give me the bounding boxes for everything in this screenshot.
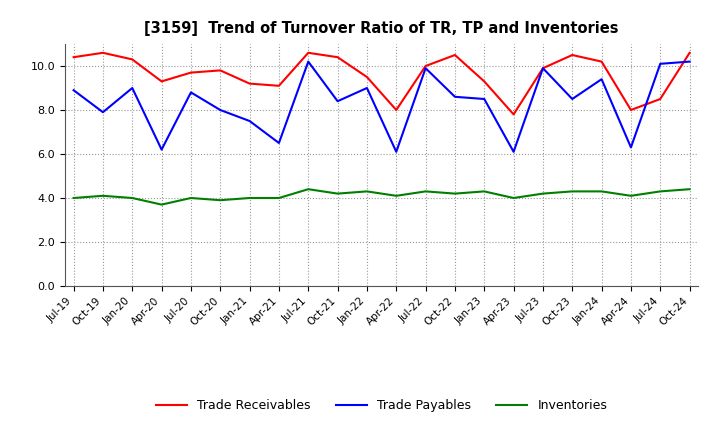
Trade Payables (304, 59, 312, 64)
Trade Payables (568, 96, 577, 102)
Trade Receivables (333, 55, 342, 60)
Trade Payables (685, 59, 694, 64)
Trade Payables (392, 149, 400, 154)
Line: Inventories: Inventories (73, 189, 690, 205)
Inventories (392, 193, 400, 198)
Trade Receivables (598, 59, 606, 64)
Line: Trade Receivables: Trade Receivables (73, 53, 690, 114)
Trade Payables (363, 85, 372, 91)
Trade Payables (216, 107, 225, 113)
Inventories (509, 195, 518, 201)
Trade Receivables (186, 70, 195, 75)
Inventories (598, 189, 606, 194)
Trade Receivables (304, 50, 312, 55)
Trade Receivables (656, 96, 665, 102)
Inventories (333, 191, 342, 196)
Title: [3159]  Trend of Turnover Ratio of TR, TP and Inventories: [3159] Trend of Turnover Ratio of TR, TP… (144, 21, 619, 36)
Trade Payables (274, 140, 283, 146)
Trade Receivables (539, 66, 547, 71)
Trade Payables (157, 147, 166, 152)
Inventories (480, 189, 489, 194)
Inventories (157, 202, 166, 207)
Trade Receivables (421, 63, 430, 69)
Inventories (539, 191, 547, 196)
Legend: Trade Receivables, Trade Payables, Inventories: Trade Receivables, Trade Payables, Inven… (151, 394, 612, 417)
Inventories (421, 189, 430, 194)
Trade Receivables (246, 81, 254, 86)
Trade Payables (509, 149, 518, 154)
Trade Receivables (99, 50, 107, 55)
Trade Payables (333, 99, 342, 104)
Line: Trade Payables: Trade Payables (73, 62, 690, 152)
Inventories (186, 195, 195, 201)
Inventories (274, 195, 283, 201)
Inventories (568, 189, 577, 194)
Inventories (69, 195, 78, 201)
Inventories (451, 191, 459, 196)
Trade Receivables (392, 107, 400, 113)
Trade Receivables (274, 83, 283, 88)
Trade Payables (186, 90, 195, 95)
Trade Payables (451, 94, 459, 99)
Trade Receivables (157, 79, 166, 84)
Inventories (363, 189, 372, 194)
Inventories (99, 193, 107, 198)
Trade Receivables (128, 57, 137, 62)
Trade Payables (421, 66, 430, 71)
Inventories (216, 198, 225, 203)
Trade Payables (598, 77, 606, 82)
Trade Receivables (685, 50, 694, 55)
Trade Receivables (509, 112, 518, 117)
Trade Receivables (363, 74, 372, 80)
Trade Payables (128, 85, 137, 91)
Inventories (656, 189, 665, 194)
Trade Receivables (216, 68, 225, 73)
Trade Receivables (626, 107, 635, 113)
Trade Payables (99, 110, 107, 115)
Trade Receivables (69, 55, 78, 60)
Trade Receivables (480, 79, 489, 84)
Trade Receivables (451, 52, 459, 58)
Inventories (685, 187, 694, 192)
Trade Payables (656, 61, 665, 66)
Trade Payables (626, 145, 635, 150)
Trade Payables (69, 88, 78, 93)
Trade Payables (246, 118, 254, 124)
Inventories (128, 195, 137, 201)
Trade Payables (539, 66, 547, 71)
Inventories (626, 193, 635, 198)
Trade Receivables (568, 52, 577, 58)
Trade Payables (480, 96, 489, 102)
Inventories (246, 195, 254, 201)
Inventories (304, 187, 312, 192)
